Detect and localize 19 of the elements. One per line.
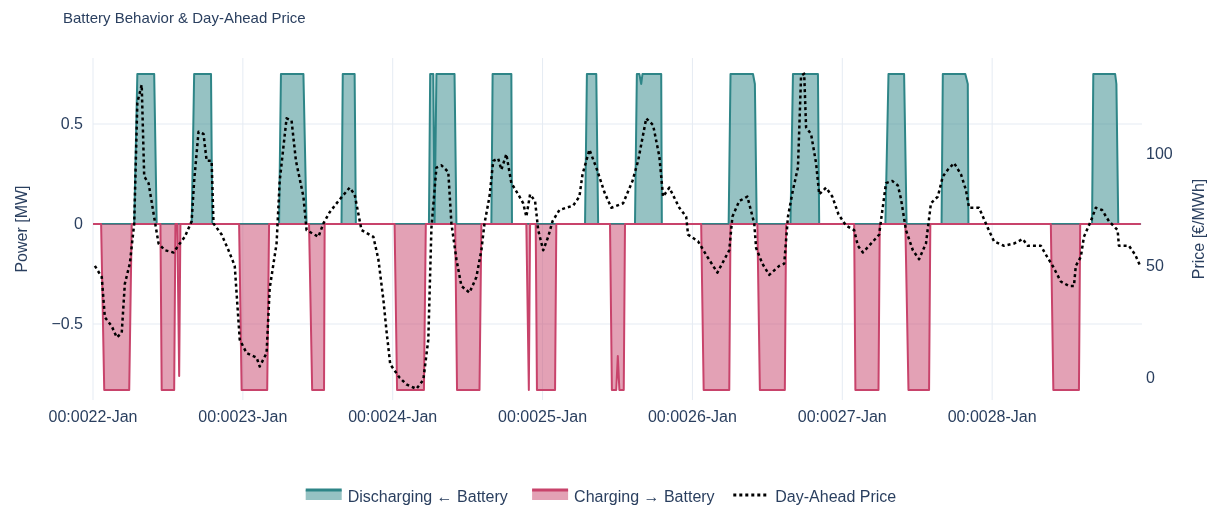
x-tick-label: 00:0022-Jan	[48, 408, 138, 425]
y2-tick-label: 0	[1146, 368, 1155, 386]
x-tick-label: 00:0024-Jan	[348, 408, 438, 425]
chart-title: Battery Behavior & Day-Ahead Price	[63, 9, 306, 26]
y2-axis-title: Price [€/MWh]	[1190, 178, 1207, 280]
y2-tick-label: 100	[1146, 145, 1173, 163]
legend-label: Discharging ← Battery	[347, 488, 508, 505]
x-tick-label: 00:0026-Jan	[647, 408, 737, 425]
y2-tick-label: 50	[1146, 256, 1164, 274]
x-tick-label: 00:0027-Jan	[797, 408, 887, 425]
y-axis-title: Power [MW]	[13, 185, 30, 273]
y-tick-label: 0	[74, 215, 84, 232]
x-tick-label: 00:0028-Jan	[947, 408, 1037, 425]
legend-label: Charging → Battery	[574, 488, 715, 505]
x-tick-label: 00:0023-Jan	[198, 408, 288, 425]
legend-label: Day-Ahead Price	[775, 488, 897, 505]
y-tick-label: 0.5	[60, 115, 84, 132]
y-tick-label: −0.5	[51, 315, 84, 332]
x-tick-label: 00:0025-Jan	[498, 408, 588, 425]
